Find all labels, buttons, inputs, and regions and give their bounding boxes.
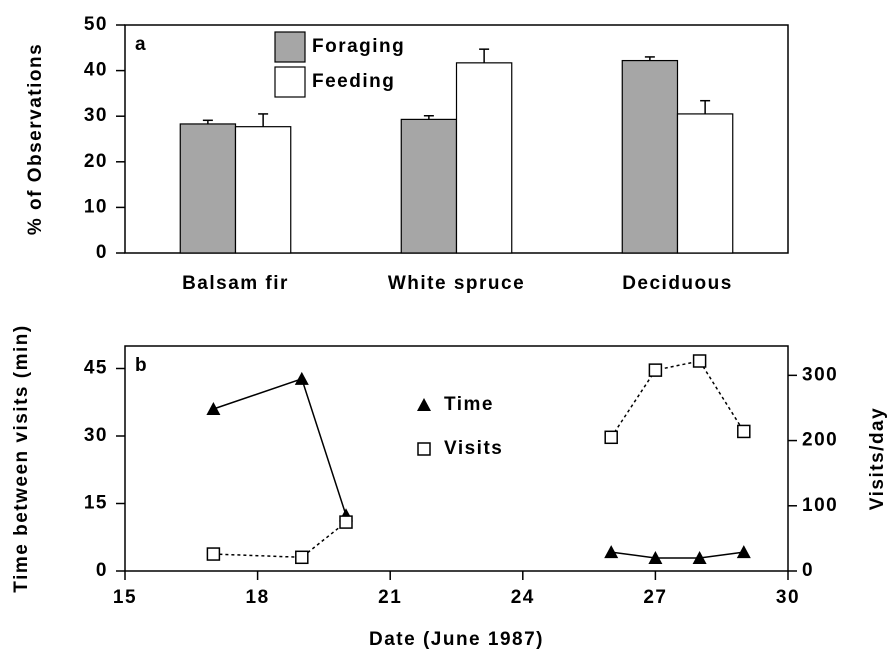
y-tick-label: 15 <box>84 493 108 514</box>
y-tick-label: 50 <box>84 14 108 35</box>
series-line <box>213 360 745 559</box>
marker <box>648 550 663 564</box>
legend-marker <box>417 442 431 456</box>
y2-tick-label: 100 <box>802 495 838 516</box>
y-tick-label: 30 <box>84 425 108 446</box>
marker <box>648 363 663 377</box>
marker <box>692 354 707 368</box>
x-tick-label: Balsam fir <box>182 273 289 294</box>
bar <box>234 126 292 254</box>
marker <box>206 547 221 561</box>
y-axis-label: % of Observations <box>25 43 46 235</box>
panel-label: a <box>135 34 147 55</box>
x-tick-label: Deciduous <box>622 273 733 294</box>
y-tick-label: 45 <box>84 358 108 379</box>
x-tick-label: 24 <box>511 587 535 608</box>
y2-tick-label: 200 <box>802 430 838 451</box>
legend-label: Feeding <box>312 71 395 92</box>
x-tick-label: 30 <box>776 587 800 608</box>
y-tick-label: 0 <box>96 560 108 581</box>
y2-tick-label: 0 <box>802 560 814 581</box>
bar <box>621 59 679 254</box>
marker <box>295 550 309 565</box>
y-tick-label: 30 <box>84 105 108 126</box>
marker <box>737 424 751 439</box>
marker <box>206 402 221 415</box>
y-tick-label: 10 <box>84 196 108 217</box>
y-axis-label: Time between visits (min) <box>11 324 32 592</box>
marker <box>736 545 751 559</box>
marker <box>692 550 707 564</box>
marker <box>294 371 309 385</box>
legend-label: Time <box>444 394 494 415</box>
y-tick-label: 40 <box>84 60 108 81</box>
x-tick-label: 18 <box>246 587 270 608</box>
marker <box>339 515 353 529</box>
legend-label: Foraging <box>312 36 405 57</box>
y-tick-label: 20 <box>84 151 108 172</box>
y2-axis-label: Visits/day <box>867 407 888 510</box>
y-tick-label: 0 <box>96 242 108 263</box>
legend-swatch <box>274 66 306 98</box>
x-tick-label: 21 <box>378 587 402 608</box>
x-tick-label: White spruce <box>388 273 525 294</box>
marker <box>604 430 618 445</box>
plot-frame <box>124 345 789 572</box>
marker <box>604 545 619 559</box>
x-tick-label: 15 <box>113 587 137 608</box>
bar <box>676 113 734 254</box>
legend-label: Visits <box>444 438 503 459</box>
y2-tick-label: 300 <box>802 364 838 385</box>
x-tick-label: 27 <box>643 587 667 608</box>
bar <box>179 123 237 254</box>
legend-marker <box>417 398 431 411</box>
x-axis-label: Date (June 1987) <box>369 629 544 650</box>
bar <box>455 62 513 254</box>
bar <box>400 118 458 254</box>
panel-label: b <box>135 355 148 376</box>
legend-swatch <box>274 31 306 63</box>
